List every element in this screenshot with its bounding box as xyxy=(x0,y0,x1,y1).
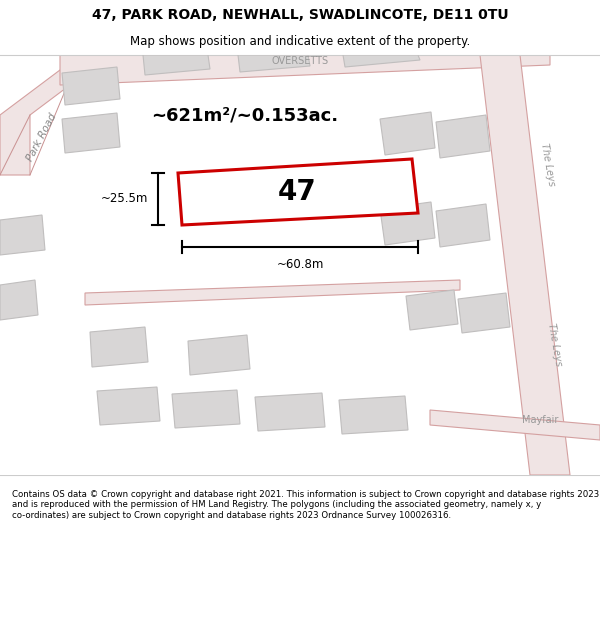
Polygon shape xyxy=(62,67,120,105)
Polygon shape xyxy=(0,55,110,175)
Polygon shape xyxy=(255,393,325,431)
Polygon shape xyxy=(238,55,310,72)
Text: Map shows position and indicative extent of the property.: Map shows position and indicative extent… xyxy=(130,35,470,48)
Text: Park Road: Park Road xyxy=(25,111,59,162)
Polygon shape xyxy=(85,280,460,305)
Polygon shape xyxy=(406,290,458,330)
Text: 47, PARK ROAD, NEWHALL, SWADLINCOTE, DE11 0TU: 47, PARK ROAD, NEWHALL, SWADLINCOTE, DE1… xyxy=(92,8,508,22)
Polygon shape xyxy=(0,215,45,255)
Polygon shape xyxy=(0,280,38,320)
Polygon shape xyxy=(480,55,570,475)
Polygon shape xyxy=(97,387,160,425)
Polygon shape xyxy=(458,293,510,333)
Text: 47: 47 xyxy=(278,179,317,206)
Text: Mayfair: Mayfair xyxy=(522,415,558,425)
Polygon shape xyxy=(90,327,148,367)
Polygon shape xyxy=(339,396,408,434)
Polygon shape xyxy=(60,55,550,85)
Polygon shape xyxy=(380,202,435,245)
Polygon shape xyxy=(178,159,418,225)
Polygon shape xyxy=(430,410,600,440)
Polygon shape xyxy=(380,112,435,155)
Text: The Leys: The Leys xyxy=(546,322,564,368)
Polygon shape xyxy=(436,204,490,247)
Text: Contains OS data © Crown copyright and database right 2021. This information is : Contains OS data © Crown copyright and d… xyxy=(12,490,599,520)
Text: ~60.8m: ~60.8m xyxy=(277,259,323,271)
Polygon shape xyxy=(343,55,420,67)
Polygon shape xyxy=(172,390,240,428)
Text: ~25.5m: ~25.5m xyxy=(101,192,148,206)
Text: ~621m²/~0.153ac.: ~621m²/~0.153ac. xyxy=(151,106,338,124)
Polygon shape xyxy=(436,115,490,158)
Text: The Leys: The Leys xyxy=(539,142,557,188)
Polygon shape xyxy=(62,113,120,153)
Polygon shape xyxy=(143,55,210,75)
Polygon shape xyxy=(188,335,250,375)
Text: OVERSETTS: OVERSETTS xyxy=(271,56,329,66)
